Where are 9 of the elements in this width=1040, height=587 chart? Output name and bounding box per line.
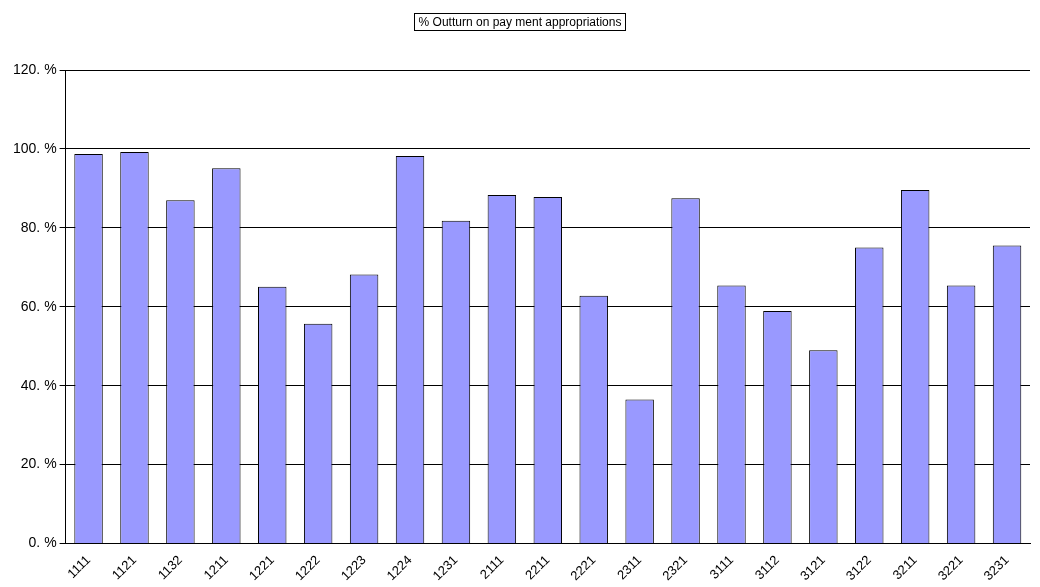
y-tick-label: 40. % [20, 376, 57, 393]
y-tick-label: 120. % [12, 60, 57, 77]
x-tick-label: 1111 [64, 552, 94, 582]
y-tick-label: 60. % [20, 297, 57, 314]
y-tick-label: 100. % [12, 139, 57, 156]
chart-title: % Outturn on pay ment appropriations [413, 13, 627, 31]
y-tick-label: 80. % [20, 218, 57, 235]
y-tick-label: 0. % [28, 534, 57, 551]
y-tick-label: 20. % [20, 455, 57, 472]
